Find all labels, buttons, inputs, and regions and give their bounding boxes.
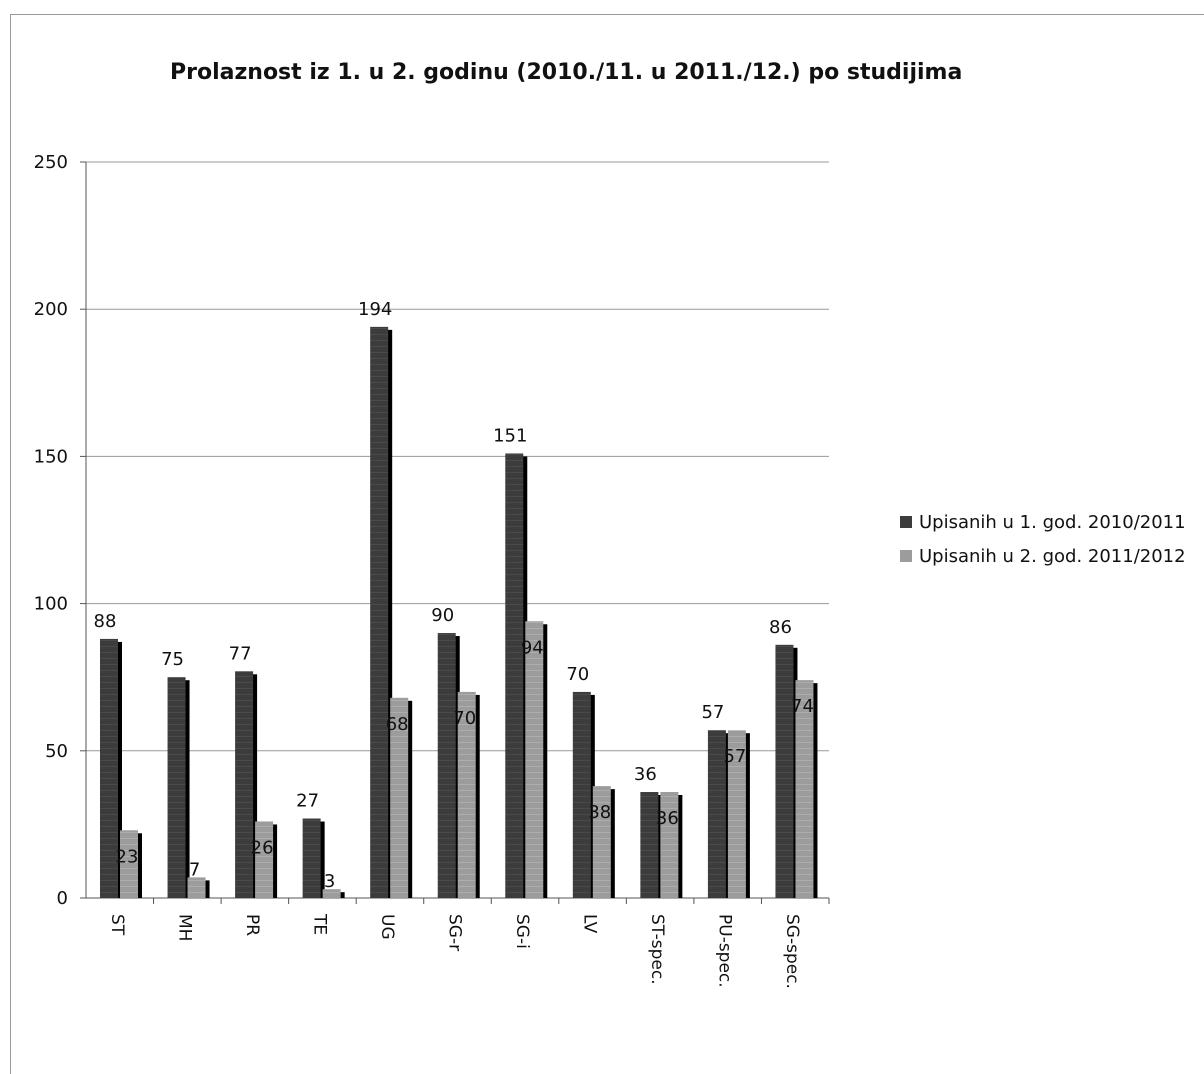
bar-series-2	[322, 889, 341, 898]
bar-series-2	[727, 730, 746, 898]
data-label-series-2: 68	[386, 714, 409, 735]
bar-series-1	[572, 691, 591, 898]
legend-swatch-series-2	[900, 550, 912, 562]
bar-series-1	[437, 633, 456, 898]
data-label-series-1: 194	[358, 299, 392, 320]
bar-series-2	[795, 680, 814, 898]
data-label-series-2: 38	[588, 802, 611, 823]
legend-item-series-1: Upisanih u 1. god. 2010/2011	[900, 505, 1186, 539]
legend-label-series-1: Upisanih u 1. god. 2010/2011	[919, 511, 1186, 533]
data-label-series-1: 70	[566, 664, 589, 685]
data-label-series-1: 75	[161, 649, 184, 670]
x-tick-label: LV	[580, 914, 600, 934]
x-tick-label: PR	[242, 914, 262, 936]
x-tick-label: TE	[309, 913, 329, 935]
bar-series-1	[167, 677, 186, 898]
y-tick-label: 50	[45, 741, 68, 762]
data-label-series-2: 74	[791, 696, 814, 717]
data-label-series-2: 7	[189, 859, 200, 880]
y-tick-label: 100	[34, 594, 68, 615]
bar-series-2	[525, 621, 544, 898]
x-tick-label: PU-spec.	[715, 914, 735, 988]
bar-series-1	[707, 730, 726, 898]
data-label-series-2: 57	[723, 746, 746, 767]
bar-series-1	[235, 671, 254, 898]
data-label-series-2: 26	[251, 837, 274, 858]
y-tick-label: 0	[57, 888, 68, 909]
bar-series-1	[302, 818, 321, 898]
x-tick-label: SG-i	[512, 914, 532, 949]
data-label-series-1: 88	[94, 611, 117, 632]
data-label-series-2: 3	[324, 871, 335, 892]
chart-title: Prolaznost iz 1. u 2. godinu (2010./11. …	[170, 60, 963, 85]
bar-series-2	[120, 830, 138, 898]
legend-label-series-2: Upisanih u 2. god. 2011/2012	[919, 545, 1186, 567]
bar-series-2	[660, 792, 679, 898]
data-label-series-2: 36	[656, 808, 679, 829]
data-label-series-2: 23	[116, 846, 139, 867]
legend-swatch-series-1	[900, 516, 912, 528]
data-label-series-1: 90	[431, 605, 454, 626]
data-label-series-2: 94	[521, 637, 544, 658]
chart-frame	[10, 14, 1204, 1074]
x-tick-label: ST	[107, 914, 127, 936]
bar-series-1	[370, 326, 389, 898]
x-tick-label: ST-spec.	[647, 914, 667, 985]
bar-series-1	[775, 644, 794, 898]
bar-series-1	[640, 792, 659, 898]
data-label-series-1: 27	[296, 791, 319, 812]
bar-series-2	[390, 697, 409, 898]
x-tick-label: SG-r	[445, 914, 465, 951]
bar-series-1	[100, 638, 118, 898]
y-tick-label: 200	[34, 299, 68, 320]
x-tick-label: SG-spec.	[782, 914, 802, 989]
data-label-series-1: 86	[769, 617, 792, 638]
data-label-series-2: 70	[453, 708, 476, 729]
bar-series-1	[505, 453, 524, 898]
y-tick-label: 250	[34, 152, 68, 173]
data-label-series-1: 151	[493, 425, 527, 446]
x-tick-label: MH	[174, 914, 194, 941]
legend: Upisanih u 1. god. 2010/2011 Upisanih u …	[900, 505, 1186, 573]
data-label-series-1: 77	[229, 643, 252, 664]
bar-series-2	[457, 691, 476, 898]
bar-series-2	[187, 877, 206, 898]
bar-series-2	[592, 786, 611, 898]
bar-series-2	[255, 821, 274, 898]
data-label-series-1: 36	[634, 764, 657, 785]
legend-item-series-2: Upisanih u 2. god. 2011/2012	[900, 539, 1186, 573]
y-tick-label: 150	[34, 446, 68, 467]
data-label-series-1: 57	[701, 702, 724, 723]
x-tick-label: UG	[377, 914, 397, 940]
